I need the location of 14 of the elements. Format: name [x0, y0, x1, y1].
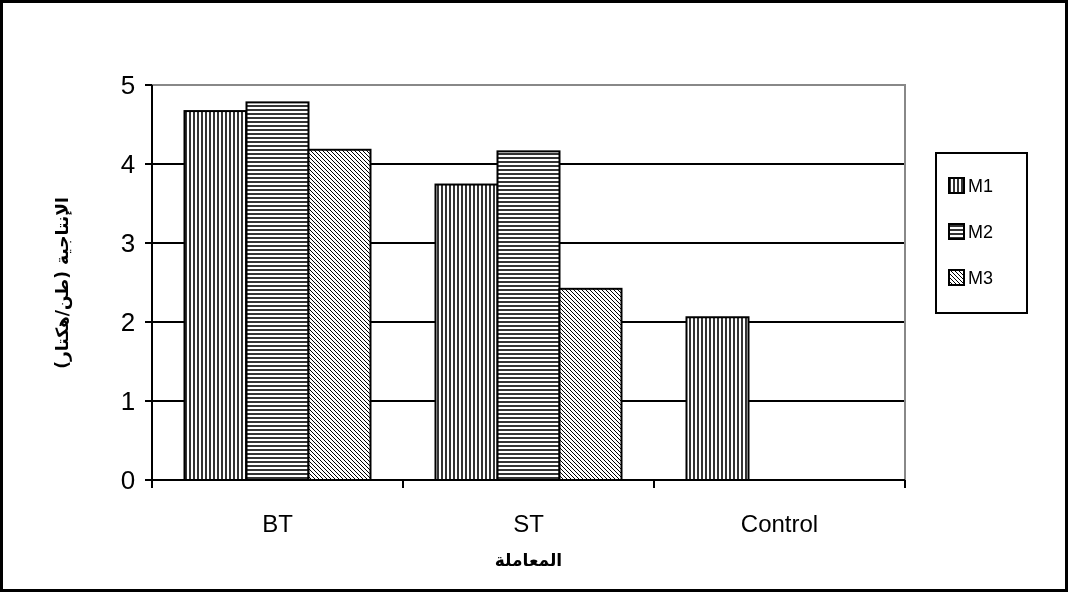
x-tick-label: ST [513, 510, 545, 537]
x-axis-title: المعاملة [494, 550, 563, 570]
y-axis-title: الإنتاجية (طن/هكتار) [52, 197, 73, 369]
y-tick-label: 0 [120, 465, 136, 495]
legend-label: M1 [968, 176, 994, 196]
x-tick-label: BT [262, 510, 294, 537]
y-tick-label: 3 [120, 228, 136, 258]
y-tick-label: 1 [120, 386, 136, 416]
y-tick-label: 5 [120, 70, 136, 100]
x-tick-label: Control [740, 510, 819, 537]
y-tick-label: 2 [120, 307, 136, 337]
legend-label: M2 [968, 222, 994, 242]
legend-label: M3 [968, 268, 994, 288]
y-tick-label: 4 [120, 149, 136, 179]
